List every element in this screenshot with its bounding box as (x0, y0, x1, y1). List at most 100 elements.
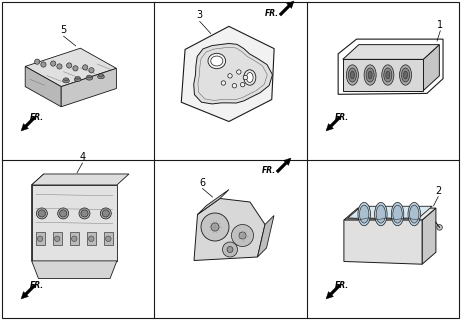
Circle shape (54, 236, 60, 242)
Ellipse shape (74, 77, 81, 82)
Text: FR.: FR. (30, 113, 44, 122)
Ellipse shape (349, 68, 356, 82)
Polygon shape (343, 60, 423, 91)
Text: 2: 2 (435, 186, 441, 196)
Bar (36, 232, 45, 245)
Ellipse shape (98, 75, 104, 79)
Ellipse shape (408, 203, 420, 226)
Text: FR.: FR. (30, 281, 44, 290)
Text: 3: 3 (197, 10, 203, 20)
Circle shape (89, 236, 94, 242)
Circle shape (223, 242, 237, 257)
Circle shape (71, 236, 77, 242)
Circle shape (241, 83, 245, 87)
Polygon shape (61, 68, 116, 107)
Ellipse shape (208, 53, 225, 69)
Circle shape (59, 210, 67, 217)
Bar (70, 232, 79, 245)
Circle shape (232, 84, 236, 88)
Circle shape (58, 208, 69, 219)
Circle shape (231, 225, 254, 246)
Circle shape (83, 65, 88, 70)
Ellipse shape (368, 71, 372, 79)
Circle shape (239, 232, 246, 239)
Polygon shape (258, 215, 274, 257)
Polygon shape (21, 116, 36, 131)
Ellipse shape (393, 205, 402, 223)
Polygon shape (194, 44, 272, 104)
Ellipse shape (386, 71, 390, 79)
Polygon shape (423, 44, 439, 91)
Circle shape (228, 74, 232, 78)
Polygon shape (194, 198, 265, 260)
Ellipse shape (402, 68, 409, 82)
Circle shape (236, 70, 241, 74)
Ellipse shape (75, 76, 80, 79)
Circle shape (211, 223, 219, 231)
Polygon shape (21, 284, 36, 299)
Circle shape (106, 236, 111, 242)
Ellipse shape (87, 75, 92, 78)
Ellipse shape (366, 68, 374, 82)
Ellipse shape (99, 74, 103, 76)
Circle shape (57, 64, 62, 69)
Ellipse shape (211, 56, 223, 66)
Polygon shape (32, 174, 129, 185)
Circle shape (73, 66, 78, 71)
Circle shape (35, 59, 40, 64)
Polygon shape (279, 1, 294, 16)
Ellipse shape (350, 71, 355, 79)
Circle shape (81, 210, 88, 217)
Polygon shape (344, 220, 422, 264)
Bar (53, 232, 62, 245)
Polygon shape (326, 284, 341, 299)
Circle shape (66, 63, 72, 68)
Polygon shape (276, 158, 291, 173)
Polygon shape (344, 208, 436, 220)
Ellipse shape (244, 70, 256, 85)
Text: FR.: FR. (262, 166, 276, 175)
Circle shape (437, 225, 443, 230)
Ellipse shape (364, 65, 376, 85)
Ellipse shape (86, 76, 93, 80)
Circle shape (201, 213, 229, 241)
Ellipse shape (247, 73, 253, 83)
Circle shape (79, 208, 90, 219)
Polygon shape (32, 261, 117, 278)
Bar (87, 232, 96, 245)
Circle shape (227, 246, 233, 252)
Ellipse shape (400, 65, 412, 85)
Circle shape (37, 236, 43, 242)
Circle shape (243, 75, 248, 80)
Ellipse shape (63, 79, 69, 83)
Ellipse shape (382, 65, 394, 85)
Polygon shape (25, 48, 116, 87)
Circle shape (221, 81, 225, 85)
Circle shape (38, 210, 46, 217)
Polygon shape (343, 44, 439, 60)
Polygon shape (348, 206, 432, 218)
Ellipse shape (403, 71, 408, 79)
Polygon shape (25, 67, 61, 107)
Bar (104, 232, 113, 245)
Text: FR.: FR. (335, 113, 349, 122)
Circle shape (89, 68, 94, 73)
Ellipse shape (391, 203, 404, 226)
Polygon shape (32, 185, 117, 261)
Polygon shape (422, 208, 436, 264)
Ellipse shape (375, 203, 387, 226)
Circle shape (51, 61, 56, 66)
Text: 5: 5 (60, 25, 67, 35)
Circle shape (36, 208, 47, 219)
Ellipse shape (346, 65, 359, 85)
Polygon shape (197, 189, 229, 214)
Text: FR.: FR. (265, 9, 279, 18)
Ellipse shape (384, 68, 392, 82)
Text: 4: 4 (79, 152, 86, 162)
Ellipse shape (409, 205, 419, 223)
Polygon shape (181, 26, 274, 122)
Circle shape (102, 210, 109, 217)
Polygon shape (326, 116, 341, 131)
Ellipse shape (376, 205, 385, 223)
Text: 1: 1 (437, 20, 443, 30)
